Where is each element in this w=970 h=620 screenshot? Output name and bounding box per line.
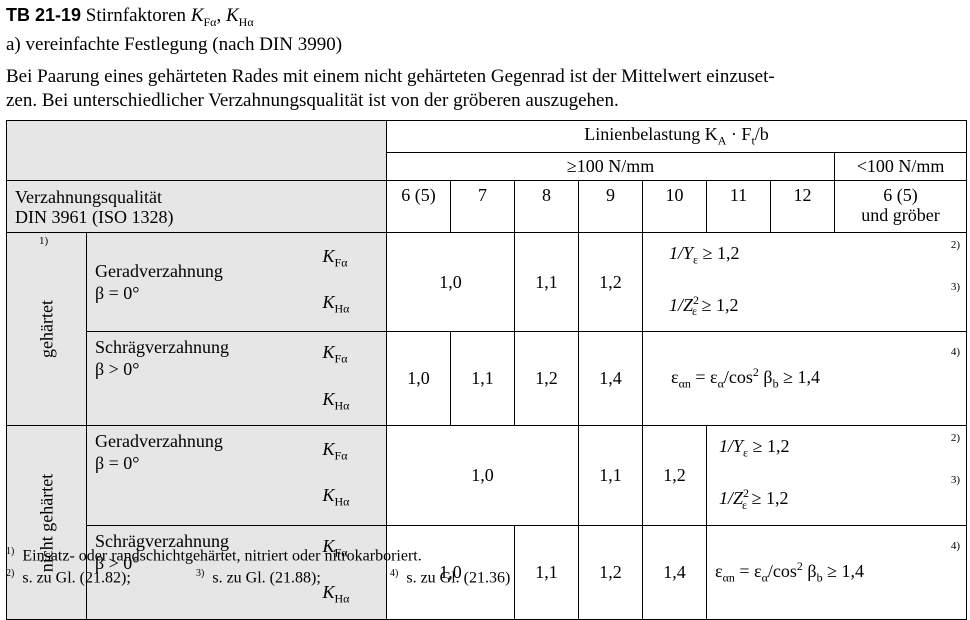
footnote-ref-2b: 2) (950, 432, 961, 445)
footnote-3: 3) s. zu Gl. (21.88); (196, 568, 321, 587)
r4-value-2: 1,1 (514, 524, 580, 620)
quality-12: 12 (770, 180, 836, 233)
load-header: Linienbelastung KA · Ft/b (386, 120, 968, 153)
r2-value-2: 1,1 (450, 331, 516, 427)
gerad-label: Geradverzahnung β = 0° (86, 231, 307, 333)
r3-value-1-2: 1,2 (642, 425, 708, 526)
r2-value-4: 1,4 (578, 331, 644, 427)
r3-value-1-1: 1,1 (578, 425, 644, 526)
schraeg-label: Schrägverzahnung β > 0° (86, 331, 307, 427)
schraeg-symbols: KFα KHα (306, 331, 388, 427)
load-ge100: ≥100 N/mm (386, 152, 836, 181)
quality-8: 8 (514, 180, 580, 233)
footnote-ref-2: 2) (950, 239, 961, 251)
footnote-ref-3: 3) (950, 281, 961, 293)
note-line-1: Bei Paarung eines gehärteten Rades mit e… (6, 66, 775, 87)
footnote-2: 2) s. zu Gl. (21.82); (6, 568, 131, 587)
r2-value-1: 1,0 (386, 331, 452, 427)
quality-6-5: 6 (5) (386, 180, 452, 233)
header-empty-cell (5, 120, 388, 181)
quality-9: 9 (578, 180, 644, 233)
r1-value-1-1: 1,1 (514, 231, 580, 333)
r3-value-1-0: 1,0 (386, 425, 580, 526)
r4-value-4: 1,4 (642, 524, 708, 620)
r1-value-1-0: 1,0 (386, 231, 516, 333)
quality-11: 11 (706, 180, 772, 233)
footnote-1: 1) Einsatz- oder randschichtgehärtet, ni… (6, 546, 422, 565)
subtitle: a) vereinfachte Festlegung (nach DIN 399… (6, 34, 343, 55)
r2-formula: εαn = εα/cos2 βb ≥ 1,4 4) (642, 331, 968, 427)
footnote-ref-4b: 4) (950, 539, 961, 552)
stirnfaktoren-table: Linienbelastung KA · Ft/b ≥100 N/mm <100… (5, 120, 968, 620)
footnote-ref-3b: 3) (950, 474, 961, 487)
group-gehaertet-label: gehärtet (36, 300, 56, 359)
title-symbol-kha: KHα (225, 5, 254, 29)
r3-formula: 1/Yε ≥ 1,2 1/Z2ε ≥ 1,2 2) 3) (706, 425, 968, 526)
r1-value-1-2: 1,2 (578, 231, 644, 333)
table-title: TB 21-19 Stirnfaktoren KFα, KHα (6, 5, 254, 29)
quality-label: Verzahnungsqualität DIN 3961 (ISO 1328) (5, 180, 388, 233)
r4-formula: εαn = εα/cos2 βb ≥ 1,4 4) (706, 524, 968, 620)
footnote-4: 4) s. zu Gl. (21.36) (390, 568, 511, 587)
r1-formula: 1/Yε ≥ 1,2 1/Z2ε ≥ 1,2 2) 3) (642, 231, 968, 333)
group-gehaertet: 1) gehärtet (6, 231, 87, 427)
quality-6-5-und-grober: 6 (5) und gröber (834, 180, 968, 233)
gerad-label-2: Geradverzahnung β = 0° (86, 425, 307, 526)
gerad-symbols: KFα KHα (306, 231, 388, 333)
r4-value-3: 1,2 (578, 524, 644, 620)
note-line-2: zen. Bei unterschiedlicher Verzahnungsqu… (6, 90, 619, 111)
quality-7: 7 (450, 180, 516, 233)
title-symbol-kfa: KFα (190, 5, 217, 29)
title-text: Stirnfaktoren (85, 5, 187, 26)
r2-value-3: 1,2 (514, 331, 580, 427)
table-id: TB 21-19 (6, 5, 82, 25)
group-nicht-gehaertet: nicht gehärtet (6, 425, 87, 620)
footnote-ref-4: 4) (950, 346, 961, 359)
footnote-ref-1: 1) (39, 235, 49, 247)
quality-10: 10 (642, 180, 708, 233)
gerad-symbols-2: KFα KHα (306, 425, 388, 526)
load-lt100: <100 N/mm (834, 152, 968, 181)
